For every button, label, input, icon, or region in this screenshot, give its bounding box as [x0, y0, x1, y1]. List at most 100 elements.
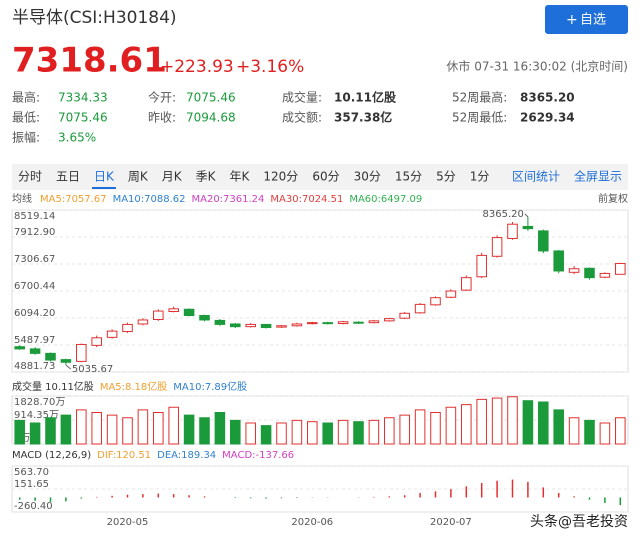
volume-bar [230, 419, 241, 445]
tab[interactable]: 30分 [354, 170, 381, 184]
volume-bar [45, 417, 56, 445]
tool[interactable]: 区间统计 [512, 170, 560, 184]
volume-bar [599, 422, 611, 445]
stat-value: 7075.46 [186, 91, 236, 105]
candle-body [384, 318, 395, 322]
candle-body [307, 322, 318, 325]
candle-body [153, 310, 164, 321]
volume-bar [122, 417, 133, 445]
legend-entry: 成交量 10.11亿股 [12, 380, 94, 393]
volume-bar [153, 412, 164, 445]
min-leader [65, 364, 72, 370]
volume-bar [568, 417, 580, 445]
legend-entry: MA5:8.18亿股 [100, 380, 167, 393]
y-tick-label: 563.70 [14, 467, 49, 478]
tab[interactable]: 日K [94, 170, 115, 184]
volume-bar [368, 419, 380, 445]
tab[interactable]: 120分 [263, 170, 298, 184]
y-tick-label: 5487.97 [14, 335, 55, 346]
legend-entry: MA60:6497.09 [349, 194, 422, 205]
volume-bar [553, 409, 564, 445]
candle-body [199, 315, 210, 321]
candle-body [476, 254, 487, 278]
stat-value: 357.38亿 [334, 110, 392, 125]
tab[interactable]: 15分 [395, 170, 422, 184]
tool[interactable]: 全屏显示 [574, 169, 622, 184]
tab[interactable]: 60分 [312, 170, 339, 184]
volume-bar [476, 398, 487, 445]
y-tick-label: 4881.73 [14, 361, 55, 372]
adjust[interactable]: 前复权 [598, 192, 628, 205]
candle-body [337, 321, 349, 325]
candle-body [430, 297, 441, 306]
candle-body [353, 321, 364, 324]
tab[interactable]: 周K [128, 170, 149, 184]
stat-label: 振幅: [12, 130, 40, 145]
legend-entry: MACD (12,26,9) [12, 450, 91, 461]
y-tick-label: 151.65 [14, 479, 49, 490]
stat-label: 成交量: [282, 90, 322, 105]
plus: + [566, 12, 578, 28]
candle-body [368, 320, 380, 324]
volume-bar [76, 409, 87, 445]
stat-value: 8365.20 [520, 91, 575, 105]
tab[interactable]: 季K [196, 170, 217, 184]
candle-body [491, 237, 503, 257]
volume-bar [538, 401, 549, 445]
candle-body [461, 277, 472, 291]
volume-bar [414, 409, 426, 445]
candle-body [183, 308, 195, 317]
stat-value: 2629.34 [520, 111, 575, 125]
tab[interactable]: 月K [162, 170, 183, 184]
tab[interactable]: 五日 [56, 170, 80, 184]
candle-body [122, 323, 133, 333]
candle-body [60, 359, 72, 363]
volume-bar [522, 400, 534, 445]
legend-entry: MA10:7.89亿股 [173, 380, 247, 393]
candle-body [568, 268, 580, 273]
x-tick-label: 2020-06 [291, 517, 333, 528]
volume-bar [337, 419, 349, 445]
stat-label: 昨收: [148, 111, 176, 125]
stat-label: 今开: [148, 90, 176, 105]
candle-body [399, 312, 410, 319]
legend-entry: MA5:7057.67 [40, 194, 107, 205]
volume-bar [168, 406, 179, 445]
tab[interactable]: 年K [230, 170, 251, 184]
volume-bar [430, 412, 441, 445]
change: +223.93 [160, 57, 234, 77]
legend-entry: MA10:7088.62 [113, 194, 186, 205]
y-tick-label: 1828.70万 [14, 397, 65, 408]
stat-label: 最高: [12, 90, 40, 105]
price: 7318.61 [12, 41, 167, 81]
change-pct: +3.16% [236, 57, 304, 77]
y-tick-label: 7306.67 [14, 254, 55, 265]
ma-label: 均线 [12, 192, 32, 205]
volume-bar [322, 422, 333, 445]
volume-bar [491, 397, 503, 445]
volume-bar [445, 406, 457, 445]
legend-entry: MA30:7024.51 [270, 194, 343, 205]
candle-body [584, 267, 595, 279]
y-tick-label: 914.35万 [14, 410, 59, 421]
candle-body [445, 290, 457, 298]
volume-bar [137, 409, 149, 445]
tab[interactable]: 分时 [18, 170, 42, 184]
tab[interactable]: 1分 [470, 170, 490, 184]
candle-body [168, 308, 179, 313]
candle-body [615, 262, 626, 275]
candle-body [276, 325, 287, 328]
volume-bar [214, 412, 226, 445]
button-label[interactable]: 自选 [580, 13, 606, 28]
candle-body [322, 322, 333, 325]
add-button[interactable] [545, 5, 628, 34]
candle-body [538, 230, 549, 252]
status: 休市 07-31 16:30:02 (北京时间) [446, 59, 628, 74]
volume-bar [276, 422, 287, 445]
tab[interactable]: 5分 [436, 170, 456, 184]
volume-bar [199, 417, 210, 445]
y-tick-label: -260.40 [14, 501, 53, 512]
stat-label: 52周最低: [452, 111, 507, 125]
stat-value: 7094.68 [186, 111, 236, 125]
